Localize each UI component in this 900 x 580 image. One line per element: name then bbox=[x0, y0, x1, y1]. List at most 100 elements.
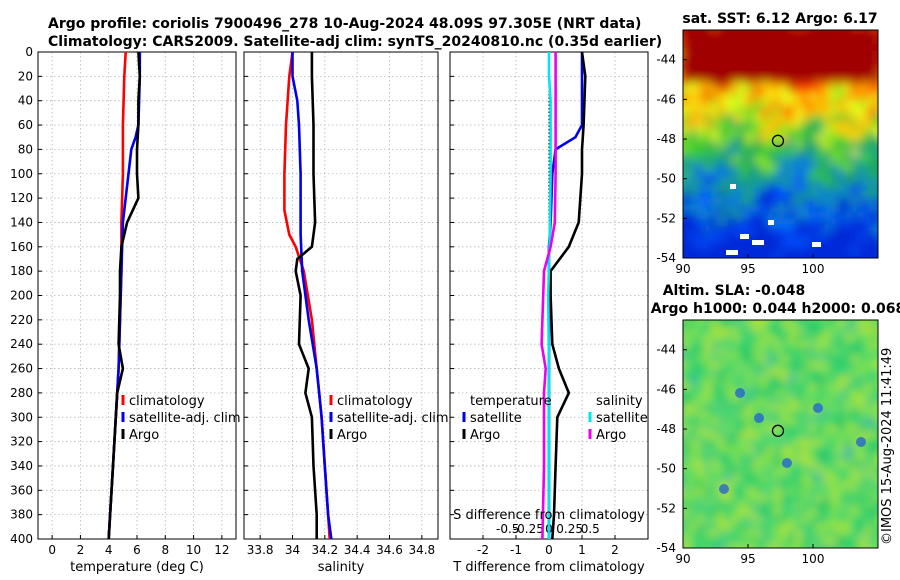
map-cell bbox=[851, 170, 859, 178]
map-cell bbox=[739, 219, 747, 227]
map-cell bbox=[844, 184, 852, 192]
y-tick-label: -52 bbox=[656, 501, 676, 515]
map-cell bbox=[872, 481, 878, 489]
map-cell bbox=[774, 362, 782, 370]
map-cell bbox=[788, 439, 796, 447]
map-cell bbox=[683, 86, 691, 94]
map-cell bbox=[704, 341, 712, 349]
map-cell bbox=[823, 383, 831, 391]
map-cell bbox=[816, 205, 824, 213]
map-cell bbox=[809, 149, 817, 157]
map-cell bbox=[774, 198, 782, 206]
map-cell bbox=[690, 495, 698, 503]
map-cell bbox=[746, 198, 754, 206]
map-cell bbox=[858, 383, 866, 391]
map-cell bbox=[704, 481, 712, 489]
map-cell bbox=[669, 362, 677, 370]
map-cell bbox=[767, 184, 775, 192]
map-cell bbox=[739, 79, 747, 87]
map-cell bbox=[851, 537, 859, 545]
difference-profile-panel: -2 -1 0 1 2-0.5-0.25 0 0.250.5temperaturesatel… bbox=[449, 51, 649, 557]
map-cell bbox=[858, 184, 866, 192]
map-cell bbox=[739, 355, 747, 363]
map-cell bbox=[753, 233, 761, 241]
map-cell bbox=[760, 383, 768, 391]
map-cell bbox=[669, 191, 677, 199]
map-cell bbox=[739, 516, 747, 524]
map-cell bbox=[837, 516, 845, 524]
map-cell bbox=[844, 219, 852, 227]
map-cell bbox=[837, 219, 845, 227]
map-cell bbox=[697, 163, 705, 171]
map-cell bbox=[886, 149, 894, 157]
y-tick-label: 80 bbox=[18, 142, 33, 156]
map-cell bbox=[795, 226, 803, 234]
map-cell bbox=[746, 163, 754, 171]
map-cell bbox=[746, 418, 754, 426]
legend-label: Argo bbox=[129, 428, 159, 443]
map-cell bbox=[837, 488, 845, 496]
map-cell bbox=[760, 523, 768, 531]
map-cell bbox=[753, 383, 761, 391]
map-cell bbox=[753, 184, 761, 192]
map-cell bbox=[697, 530, 705, 538]
map-cell bbox=[725, 205, 733, 213]
map-cell bbox=[690, 418, 698, 426]
map-cell bbox=[865, 390, 873, 398]
map-cell bbox=[711, 226, 719, 234]
map-cell bbox=[837, 320, 845, 328]
map-cell bbox=[858, 198, 866, 206]
map-cell bbox=[669, 327, 677, 335]
map-cell bbox=[893, 114, 900, 122]
map-cell bbox=[851, 481, 859, 489]
map-cell bbox=[851, 495, 859, 503]
map-cell bbox=[865, 135, 873, 143]
map-cell bbox=[781, 149, 789, 157]
map-cell bbox=[802, 212, 810, 220]
map-cell bbox=[767, 544, 775, 548]
map-cell bbox=[851, 135, 859, 143]
map-cell bbox=[704, 362, 712, 370]
salinity-axis-label: salinity bbox=[318, 560, 365, 575]
map-cell bbox=[774, 404, 782, 412]
map-cell bbox=[760, 481, 768, 489]
map-cell bbox=[704, 439, 712, 447]
map-cell bbox=[788, 425, 796, 433]
map-cell bbox=[767, 537, 775, 545]
map-cell bbox=[697, 362, 705, 370]
map-cell bbox=[753, 254, 761, 258]
map-cell bbox=[704, 100, 712, 108]
map-cell bbox=[844, 404, 852, 412]
map-cell bbox=[697, 327, 705, 335]
map-cell bbox=[760, 418, 768, 426]
map-cell bbox=[886, 44, 894, 52]
map-cell bbox=[690, 177, 698, 185]
map-cell bbox=[704, 390, 712, 398]
map-cell bbox=[872, 404, 878, 412]
series-argo bbox=[107, 51, 142, 540]
map-cell bbox=[795, 205, 803, 213]
argo-height-title: Argo h1000: 0.044 h2000: 0.068 bbox=[651, 301, 900, 317]
map-cell bbox=[879, 275, 887, 283]
t-difference-axis-label: T difference from climatology bbox=[452, 560, 645, 575]
map-cell bbox=[739, 565, 747, 573]
map-cell bbox=[718, 411, 726, 419]
map-cell bbox=[865, 369, 873, 377]
map-cell bbox=[795, 495, 803, 503]
map-cell bbox=[830, 156, 838, 164]
map-cell bbox=[795, 509, 803, 517]
map-cell bbox=[816, 537, 824, 545]
map-cell bbox=[865, 327, 873, 335]
map-cell bbox=[816, 481, 824, 489]
map-cell bbox=[851, 93, 859, 101]
map-cell bbox=[858, 149, 866, 157]
map-cell bbox=[732, 481, 740, 489]
map-cell bbox=[704, 474, 712, 482]
map-cell bbox=[725, 128, 733, 136]
map-cell bbox=[690, 261, 698, 269]
map-cell bbox=[690, 149, 698, 157]
y-tick-label: 300 bbox=[10, 410, 33, 424]
map-cell bbox=[767, 509, 775, 517]
map-cell bbox=[774, 439, 782, 447]
map-cell bbox=[781, 219, 789, 227]
